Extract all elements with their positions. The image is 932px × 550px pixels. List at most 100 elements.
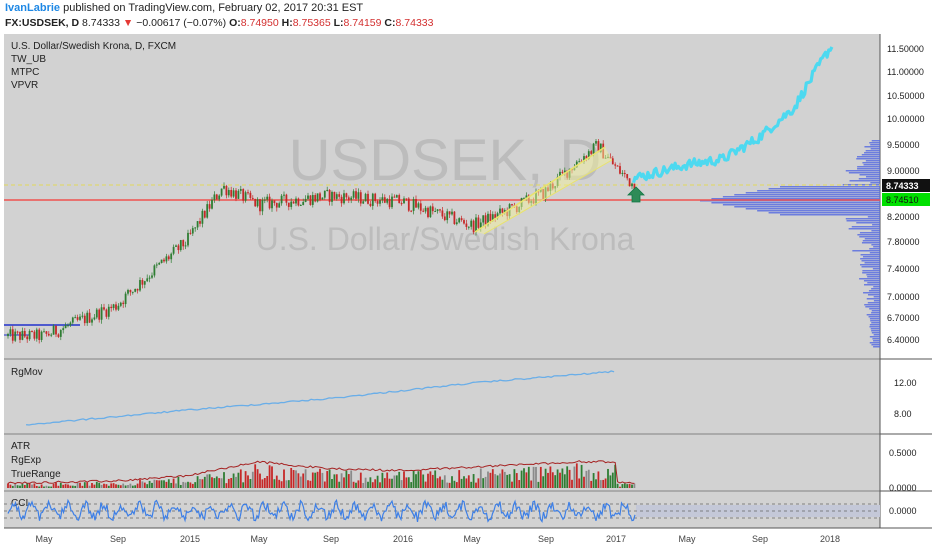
author-link[interactable]: IvanLabrie bbox=[5, 2, 61, 14]
indicator-tw-ub[interactable]: TW_UB bbox=[11, 54, 46, 65]
truerange-bar bbox=[307, 480, 309, 488]
truerange-bar bbox=[592, 473, 595, 488]
atr-line[interactable] bbox=[7, 460, 635, 485]
volume-bar bbox=[711, 198, 880, 200]
truerange-bar bbox=[436, 478, 439, 488]
candle-body bbox=[131, 291, 134, 293]
trend-channel[interactable] bbox=[475, 147, 612, 234]
truerange-bar bbox=[501, 469, 504, 488]
rgmov-tick: 8.00 bbox=[894, 409, 912, 419]
candle-body bbox=[256, 199, 259, 207]
candle-body bbox=[362, 201, 365, 204]
candle-body bbox=[127, 289, 129, 294]
truerange-bar bbox=[45, 485, 48, 488]
truerange-bar bbox=[256, 469, 259, 488]
candle-body bbox=[43, 331, 45, 333]
level-badge-text: 8.74510 bbox=[886, 195, 919, 205]
candle-body bbox=[347, 197, 350, 200]
candle-body bbox=[559, 171, 561, 177]
truerange-bar bbox=[19, 485, 21, 488]
price-axis[interactable] bbox=[880, 34, 932, 528]
rgmov-label[interactable]: RgMov bbox=[11, 367, 43, 378]
truerange-bar bbox=[335, 474, 338, 488]
candle-body bbox=[196, 221, 199, 228]
volume-bar bbox=[862, 256, 880, 258]
time-axis[interactable] bbox=[0, 528, 932, 550]
volume-bar bbox=[862, 162, 880, 164]
truerange-label[interactable]: TrueRange bbox=[11, 469, 61, 480]
indicator-mtpc[interactable]: MTPC bbox=[11, 67, 39, 78]
candle-body bbox=[38, 329, 41, 340]
candle-body bbox=[35, 329, 38, 339]
trend-line-upper[interactable] bbox=[474, 146, 606, 233]
truerange-bar bbox=[199, 479, 201, 488]
volume-bar bbox=[869, 252, 880, 254]
volume-bar bbox=[860, 258, 880, 260]
truerange-bar bbox=[105, 484, 108, 488]
truerange-bar bbox=[134, 485, 137, 488]
truerange-bar bbox=[537, 481, 540, 488]
atr-label[interactable]: ATR bbox=[11, 441, 30, 452]
truerange-bar bbox=[103, 483, 105, 488]
chart-canvas[interactable]: USDSEK, D U.S. Dollar/Swedish Krona U.S.… bbox=[0, 32, 932, 550]
candle-body bbox=[122, 302, 125, 305]
watermark-name: U.S. Dollar/Swedish Krona bbox=[256, 221, 635, 257]
candle-body bbox=[343, 193, 345, 204]
projection-path[interactable] bbox=[631, 46, 834, 184]
volume-bar bbox=[861, 242, 880, 244]
indicator-vpvr[interactable]: VPVR bbox=[11, 80, 38, 91]
candle-body bbox=[7, 333, 9, 337]
candle-body bbox=[355, 191, 357, 199]
candle-body bbox=[321, 197, 324, 200]
up-arrow-icon[interactable] bbox=[627, 186, 645, 203]
truerange-bar bbox=[223, 472, 225, 488]
cci-line[interactable] bbox=[7, 498, 636, 524]
candle-body bbox=[290, 201, 293, 207]
candle-body bbox=[93, 317, 96, 320]
candle-body bbox=[278, 203, 281, 208]
volume-bar bbox=[861, 154, 880, 156]
truerange-bar bbox=[571, 479, 573, 488]
truerange-bar bbox=[590, 480, 593, 488]
rgmov-pane[interactable] bbox=[4, 360, 880, 433]
candle-body bbox=[455, 222, 458, 225]
candle-body bbox=[597, 141, 600, 153]
candle-body bbox=[333, 191, 336, 199]
volume-bar bbox=[857, 166, 880, 168]
truerange-bar bbox=[338, 481, 341, 488]
truerange-bar bbox=[549, 466, 552, 488]
truerange-bar bbox=[266, 475, 269, 488]
truerange-bar bbox=[268, 465, 271, 488]
candle-body bbox=[271, 200, 273, 209]
candle-body bbox=[218, 195, 221, 200]
volume-bar bbox=[865, 306, 880, 308]
rgexp-label[interactable]: RgExp bbox=[11, 455, 41, 466]
truerange-bar bbox=[170, 482, 173, 488]
candle-body bbox=[412, 199, 415, 211]
truerange-bar bbox=[146, 484, 149, 488]
candle-body bbox=[419, 203, 422, 211]
candle-body bbox=[302, 201, 305, 205]
cci-label[interactable]: CCI bbox=[11, 498, 28, 509]
truerange-bar bbox=[187, 481, 189, 488]
candle-body bbox=[451, 211, 453, 215]
volume-bar bbox=[869, 142, 880, 144]
candle-body bbox=[470, 220, 473, 227]
rgmov-line[interactable] bbox=[26, 370, 615, 426]
candle-body bbox=[309, 195, 312, 205]
volume-bar bbox=[852, 250, 880, 252]
volume-bar bbox=[722, 196, 880, 198]
candle-body bbox=[86, 312, 89, 324]
truerange-bar bbox=[127, 485, 129, 488]
candle-body bbox=[55, 325, 57, 335]
candle-body bbox=[628, 178, 631, 187]
candle-body bbox=[400, 203, 403, 205]
candle-body bbox=[487, 213, 489, 226]
volume-bar bbox=[757, 190, 880, 192]
volume-bar bbox=[768, 188, 880, 190]
candle-body bbox=[619, 166, 621, 174]
candle-body bbox=[352, 191, 355, 198]
volume-bar bbox=[860, 264, 880, 266]
candle-body bbox=[182, 240, 185, 247]
trend-line-lower[interactable] bbox=[483, 159, 613, 235]
